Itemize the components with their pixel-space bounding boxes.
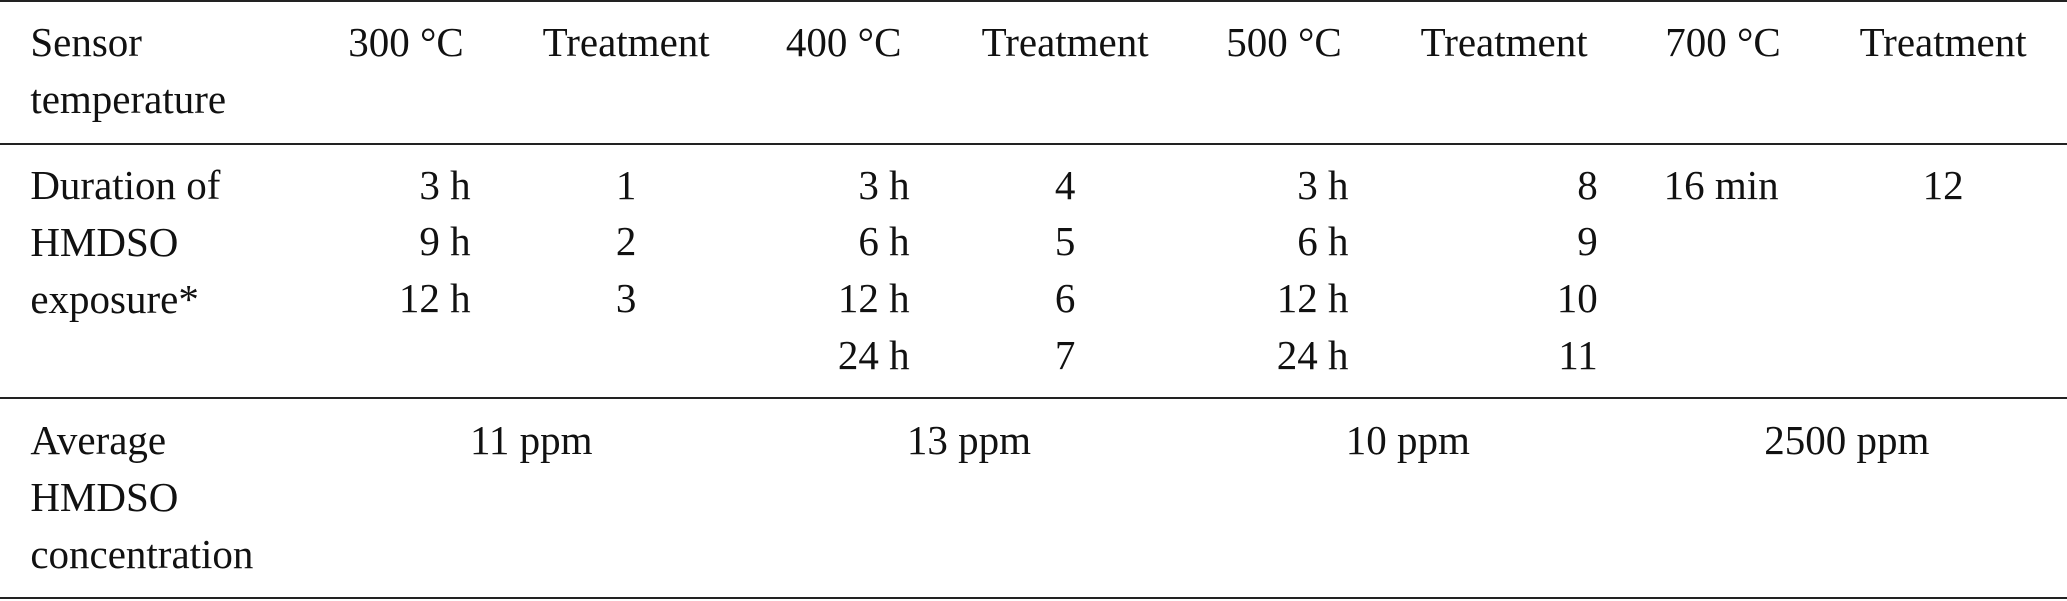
treatment-cell: 6 bbox=[1054, 274, 1076, 321]
row-rule bbox=[0, 397, 2067, 399]
treatment-cell: 12 bbox=[1922, 161, 1964, 208]
column-header: Treatment bbox=[1859, 19, 2027, 66]
duration-cell: 3 h bbox=[858, 161, 910, 208]
duration-cell: 3 h bbox=[1297, 161, 1349, 208]
row-label: Average HMDSO concentration bbox=[30, 417, 254, 578]
concentration-cell: 13 ppm bbox=[906, 417, 1031, 464]
duration-cell: 12 h bbox=[837, 274, 910, 321]
top-rule bbox=[0, 0, 2067, 2]
duration-cell: 12 h bbox=[1276, 274, 1349, 321]
duration-cell: 9 h bbox=[419, 218, 471, 265]
duration-cell: 16 min bbox=[1663, 161, 1779, 208]
column-header: 300 °C bbox=[348, 19, 464, 66]
treatment-cell: 10 bbox=[1556, 274, 1598, 321]
treatment-cell: 5 bbox=[1054, 218, 1076, 265]
concentration-cell: 11 ppm bbox=[469, 417, 593, 464]
column-header: Treatment bbox=[981, 19, 1149, 66]
treatment-cell: 4 bbox=[1054, 161, 1076, 208]
duration-cell: 24 h bbox=[837, 331, 910, 378]
duration-cell: 6 h bbox=[1297, 218, 1349, 265]
concentration-cell: 2500 ppm bbox=[1764, 417, 1930, 464]
duration-cell: 6 h bbox=[858, 218, 910, 265]
treatment-cell: 7 bbox=[1054, 331, 1076, 378]
treatment-cell: 8 bbox=[1577, 161, 1598, 208]
concentration-cell: 10 ppm bbox=[1345, 417, 1470, 464]
column-header: 400 °C bbox=[785, 19, 902, 66]
row-label: Duration of HMDSO exposure* bbox=[30, 161, 221, 322]
treatment-cell: 9 bbox=[1577, 218, 1598, 265]
bottom-rule bbox=[0, 597, 2067, 599]
treatment-cell: 3 bbox=[615, 274, 637, 321]
column-header: Treatment bbox=[542, 19, 710, 66]
row-header-label: Sensor temperature bbox=[30, 19, 227, 123]
treatment-cell: 11 bbox=[1558, 331, 1598, 378]
column-header: 700 °C bbox=[1665, 19, 1781, 66]
duration-cell: 24 h bbox=[1276, 331, 1349, 378]
treatment-cell: 2 bbox=[615, 218, 637, 265]
duration-cell: 3 h bbox=[419, 161, 471, 208]
column-header: Treatment bbox=[1420, 19, 1588, 66]
column-header: 500 °C bbox=[1226, 19, 1342, 66]
duration-cell: 12 h bbox=[398, 274, 471, 321]
header-rule bbox=[0, 143, 2067, 145]
treatment-cell: 1 bbox=[615, 161, 637, 208]
